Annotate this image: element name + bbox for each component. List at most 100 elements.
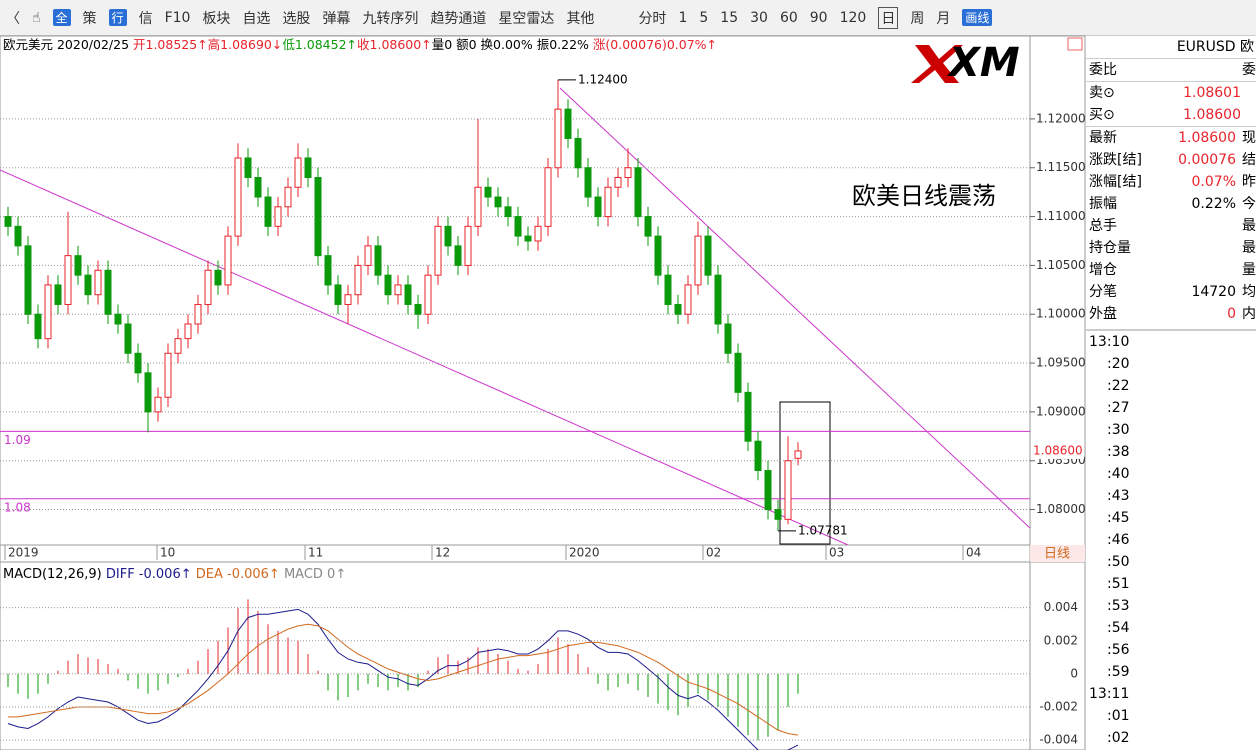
time-row: :50 <box>1107 554 1130 570</box>
toolbar-item[interactable]: 弹幕 <box>322 10 351 27</box>
info-segment: 涨(0.00076)0.07%↑ <box>593 37 717 52</box>
row-label: 买⊙ <box>1089 107 1115 123</box>
candle-body <box>74 255 82 276</box>
candle-body <box>534 225 542 242</box>
candle-body <box>34 313 42 340</box>
candle-body <box>144 372 152 413</box>
row-value: 0.07% <box>1191 174 1236 190</box>
toolbar-item[interactable]: 趋势通道 <box>430 10 487 27</box>
main-plot: 1.09 1.08 1.12400 1.07781 <box>0 72 1030 537</box>
row-extra: 最 <box>1242 240 1256 256</box>
candle-body <box>614 177 622 188</box>
toolbar-item[interactable]: 全 <box>52 9 71 26</box>
row-extra: 今 <box>1242 196 1256 212</box>
candle-body <box>544 167 552 227</box>
toolbar-item[interactable]: 策 <box>82 10 97 27</box>
period-button[interactable]: 日 <box>878 6 899 29</box>
toolbar-item[interactable]: 行 <box>108 9 127 26</box>
candle-body <box>674 303 682 315</box>
row-extra: 昨 <box>1242 174 1256 190</box>
candle-body <box>24 245 32 315</box>
candle-body <box>394 284 402 296</box>
trend-line <box>0 169 849 545</box>
period-button[interactable]: 30 <box>750 9 768 26</box>
period-button[interactable]: 分时 <box>638 10 667 27</box>
toolbar-item[interactable]: 九转序列 <box>362 10 419 27</box>
candle-body <box>514 216 522 237</box>
candle-body <box>604 186 612 218</box>
candle-body <box>454 245 462 266</box>
annotation-label: 1.07781 <box>798 523 848 537</box>
period-button[interactable]: 周 <box>910 10 925 27</box>
y-tick-label: 1.11500 <box>1036 160 1086 174</box>
toolbar-item[interactable]: 星空雷达 <box>498 10 555 27</box>
toolbar-item[interactable]: 选股 <box>282 10 311 27</box>
candle-body <box>114 313 122 325</box>
candle-body <box>504 206 512 218</box>
toolbar-item[interactable]: F10 <box>164 9 191 26</box>
info-bar: 欧元美元 2020/02/25 开1.08525↑高1.08690↓低1.084… <box>3 37 717 52</box>
candle-body <box>444 225 452 247</box>
candle-body <box>384 274 392 296</box>
quote-row: 最新 1.08600 现 <box>1086 127 1256 149</box>
toolbar-item[interactable]: 自选 <box>242 10 271 27</box>
row-value <box>1157 237 1236 259</box>
candle-body <box>164 352 172 398</box>
chart: XM 欧美日线震荡 日线 欧元美元 2020/02/25 开1.08525↑高1… <box>0 35 1086 750</box>
x-tick-label: 2020 <box>569 546 600 560</box>
expand-icon[interactable] <box>1067 37 1083 51</box>
time-row: :45 <box>1107 510 1130 526</box>
level-label: 1.09 <box>4 433 31 447</box>
row-extra: 现 <box>1242 130 1256 146</box>
watermark: 欧美日线震荡 <box>852 182 996 210</box>
row-label: 持仓量 <box>1089 240 1131 256</box>
candle-body <box>464 225 472 266</box>
candle-body <box>714 274 722 325</box>
row-label: 增仓 <box>1089 262 1117 278</box>
candle-body <box>774 509 782 520</box>
period-box <box>1030 545 1085 562</box>
time-row: :54 <box>1107 620 1130 636</box>
y-tick-label: 0 <box>1070 666 1078 680</box>
candle-body <box>654 235 662 276</box>
period-button[interactable]: 120 <box>839 9 867 26</box>
candle-body <box>684 284 692 315</box>
candle-body <box>214 269 222 286</box>
candle-body <box>354 264 362 296</box>
macd-header: MACD(12,26,9) DIFF -0.006↑ DEA -0.006↑ M… <box>3 567 346 582</box>
time-row: :30 <box>1107 422 1130 438</box>
time-row: :46 <box>1107 532 1130 548</box>
toolbar-item[interactable]: 板块 <box>202 10 231 27</box>
toolbar-item[interactable]: 信 <box>138 10 153 27</box>
candle-body <box>554 108 562 169</box>
x-tick-label: 11 <box>308 546 323 560</box>
candle-body <box>94 269 102 296</box>
y-tick-label: -0.002 <box>1039 699 1078 713</box>
period-button[interactable]: 5 <box>699 9 709 26</box>
draw-button[interactable]: 画线 <box>962 9 993 26</box>
candle-body <box>744 391 752 442</box>
y-tick-label: 1.10000 <box>1036 307 1086 321</box>
period-button[interactable]: 月 <box>936 10 951 27</box>
y-tick-label: 1.09500 <box>1036 356 1086 370</box>
row-extra: 结 <box>1242 152 1256 168</box>
macd-label: DIFF -0.006↑ <box>106 567 192 582</box>
candle-body <box>694 235 702 286</box>
period-button[interactable]: 90 <box>809 9 828 26</box>
time-row: 13:10 <box>1089 334 1130 350</box>
annotation-label: 1.12400 <box>578 72 628 86</box>
period-button[interactable]: 1 <box>678 9 688 26</box>
period-button[interactable]: 60 <box>779 9 798 26</box>
candle-body <box>244 157 252 179</box>
y-tick-label: -0.004 <box>1039 733 1078 747</box>
period-button[interactable]: 15 <box>720 9 739 26</box>
pointer-icon[interactable]: ☝ <box>32 9 41 26</box>
row-value: 1.08600 <box>1183 107 1241 123</box>
logo: XM <box>911 40 1020 86</box>
toolbar-item[interactable]: 其他 <box>566 10 595 27</box>
row-extra: 委 <box>1242 62 1256 78</box>
time-row: :20 <box>1107 356 1130 372</box>
back-icon[interactable]: 〈 <box>6 10 20 27</box>
candle-body <box>104 269 112 315</box>
